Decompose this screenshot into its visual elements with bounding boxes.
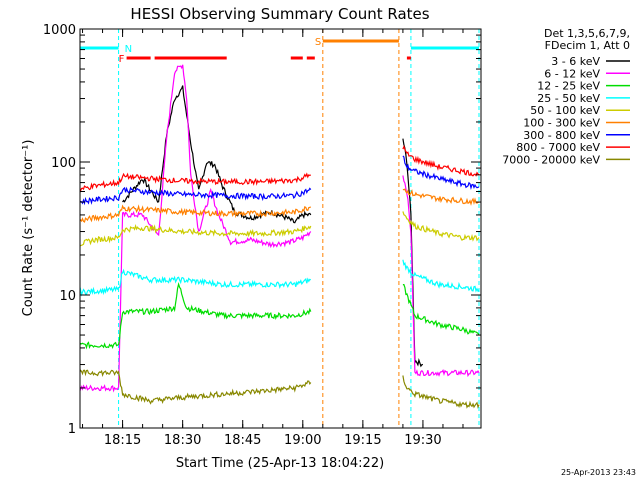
- annotation-label-n: N: [125, 44, 132, 55]
- x-tick-label: 18:30: [164, 433, 201, 448]
- legend-entry-label: 12 - 25 keV: [537, 80, 600, 93]
- series-line-300-800: [80, 186, 312, 206]
- series-line-7000-20000: [402, 375, 480, 409]
- legend: Det 1,3,5,6,7,9,FDecim 1, Att 0 3 - 6 keV…: [502, 27, 630, 166]
- series-300-800: [80, 155, 480, 206]
- x-tick-label: 19:15: [344, 433, 381, 448]
- series-line-50-100: [402, 211, 480, 242]
- x-tick-label: 18:15: [104, 433, 141, 448]
- series-line-6-12: [402, 175, 480, 378]
- series-800-7000: [80, 145, 480, 193]
- legend-header: Det 1,3,5,6,7,9,: [544, 27, 630, 40]
- legend-entry-label: 7000 - 20000 keV: [502, 153, 600, 166]
- series-3-6: [122, 85, 424, 368]
- x-tick-label: 19:30: [404, 433, 441, 448]
- series-25-50: [80, 259, 480, 297]
- x-tick-label: 19:00: [284, 433, 321, 448]
- series-line-50-100: [80, 224, 312, 247]
- legend-entry-label: 300 - 800 keV: [523, 129, 600, 142]
- series-line-100-300: [402, 188, 480, 206]
- legend-entry-label: 3 - 6 keV: [551, 55, 600, 68]
- y-tick-label: 1: [68, 422, 76, 437]
- y-axis-label: Count Rate (s⁻¹ detector⁻¹): [21, 140, 36, 317]
- series-line-3-6: [122, 85, 312, 224]
- y-tick-label: 100: [51, 156, 76, 171]
- legend-entry-label: 6 - 12 keV: [544, 67, 600, 80]
- plot-frame: [79, 28, 482, 429]
- series-line-12-25: [402, 284, 480, 336]
- series-line-7000-20000: [80, 369, 312, 405]
- series-line-800-7000: [402, 145, 480, 177]
- timestamp: 25-Apr-2013 23:43: [561, 468, 636, 477]
- series-line-300-800: [402, 155, 480, 191]
- legend-header: FDecim 1, Att 0: [545, 39, 630, 52]
- series-line-100-300: [80, 204, 312, 223]
- series-12-25: [80, 282, 480, 350]
- series-7000-20000: [80, 369, 480, 409]
- series-line-25-50: [80, 268, 312, 297]
- x-tick-label: 18:45: [224, 433, 261, 448]
- annotation-label-s: S: [315, 37, 321, 48]
- x-axis-label: Start Time (25-Apr-13 18:04:22): [176, 456, 384, 471]
- series-line-25-50: [402, 259, 480, 293]
- chart-title: HESSI Observing Summary Count Rates: [130, 5, 429, 23]
- plot-area: [80, 29, 480, 428]
- series-line-800-7000: [80, 172, 312, 193]
- series-50-100: [80, 211, 480, 247]
- legend-entry-label: 100 - 300 keV: [523, 117, 600, 130]
- y-tick-label: 10: [59, 289, 76, 304]
- series-line-6-12: [80, 64, 312, 393]
- series-100-300: [80, 188, 480, 223]
- series-6-12: [80, 64, 480, 393]
- series-line-12-25: [80, 282, 312, 350]
- legend-entry-label: 50 - 100 keV: [530, 104, 600, 117]
- legend-entry-label: 25 - 50 keV: [537, 92, 600, 105]
- y-tick-label: 1000: [43, 23, 76, 38]
- y-axis: 1 10 100 1000: [43, 23, 481, 437]
- x-axis: 18:15 18:30 18:45 19:00 19:15 19:30: [82, 29, 464, 448]
- legend-entry-label: 800 - 7000 keV: [516, 141, 600, 154]
- annotation-label-f: F: [119, 54, 125, 65]
